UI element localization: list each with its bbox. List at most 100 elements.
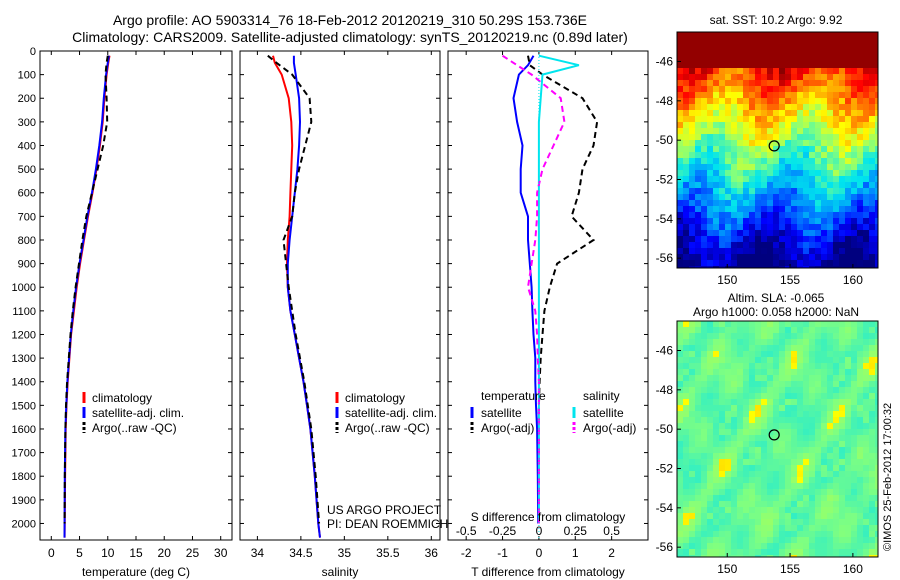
heatmap-cell: [743, 477, 749, 483]
heatmap-cell: [773, 38, 779, 44]
heatmap-cell: [803, 146, 809, 152]
heatmap-cell: [749, 164, 755, 170]
heatmap-cell: [713, 212, 719, 218]
heatmap-cell: [731, 435, 737, 441]
heatmap-cell: [761, 206, 767, 212]
heatmap-cell: [785, 405, 791, 411]
heatmap-cell: [677, 519, 683, 525]
heatmap-cell: [761, 80, 767, 86]
heatmap-cell: [725, 248, 731, 254]
heatmap-cell: [737, 242, 743, 248]
heatmap-cell: [839, 555, 845, 557]
heatmap-cell: [719, 62, 725, 68]
heatmap-cell: [857, 248, 863, 254]
heatmap-cell: [719, 525, 725, 531]
heatmap-cell: [827, 140, 833, 146]
heatmap-cell: [821, 50, 827, 56]
heatmap-cell: [797, 98, 803, 104]
heatmap-cell: [857, 224, 863, 230]
heatmap-cell: [785, 363, 791, 369]
heatmap-cell: [827, 230, 833, 236]
heatmap-cell: [773, 369, 779, 375]
heatmap-cell: [863, 158, 869, 164]
heatmap-cell: [815, 158, 821, 164]
heatmap-cell: [773, 218, 779, 224]
heatmap-cell: [749, 387, 755, 393]
heatmap-cell: [875, 519, 878, 525]
heatmap-cell: [821, 399, 827, 405]
heatmap-cell: [731, 182, 737, 188]
heatmap-cell: [875, 411, 878, 417]
heatmap-cell: [695, 513, 701, 519]
heatmap-cell: [875, 405, 878, 411]
heatmap-cell: [845, 266, 851, 268]
heatmap-cell: [803, 387, 809, 393]
heatmap-cell: [815, 110, 821, 116]
heatmap-cell: [827, 74, 833, 80]
heatmap-cell: [707, 32, 713, 38]
heatmap-cell: [713, 32, 719, 38]
heatmap-cell: [707, 507, 713, 513]
heatmap-cell: [731, 218, 737, 224]
heatmap-cell: [737, 405, 743, 411]
heatmap-cell: [737, 537, 743, 543]
heatmap-cell: [779, 128, 785, 134]
heatmap-cell: [791, 393, 797, 399]
heatmap-cell: [869, 122, 875, 128]
heatmap-cell: [725, 543, 731, 549]
heatmap-cell: [839, 423, 845, 429]
heatmap-cell: [827, 483, 833, 489]
series-line: [267, 54, 321, 524]
heatmap-cell: [719, 236, 725, 242]
heatmap-cell: [869, 170, 875, 176]
heatmap-cell: [677, 266, 683, 268]
heatmap-cell: [839, 38, 845, 44]
heatmap-cell: [713, 254, 719, 260]
heatmap-cell: [869, 134, 875, 140]
heatmap-cell: [773, 176, 779, 182]
y-tick-label: 1500: [12, 400, 36, 412]
heatmap-cell: [815, 465, 821, 471]
heatmap-cell: [863, 405, 869, 411]
heatmap-cell: [707, 555, 713, 557]
heatmap-cell: [785, 230, 791, 236]
heatmap-cell: [875, 525, 878, 531]
heatmap-cell: [845, 495, 851, 501]
heatmap-cell: [707, 266, 713, 268]
heatmap-cell: [875, 140, 878, 146]
heatmap-cell: [803, 429, 809, 435]
heatmap-cell: [743, 327, 749, 333]
heatmap-cell: [815, 254, 821, 260]
heatmap-cell: [797, 110, 803, 116]
heatmap-cell: [737, 519, 743, 525]
heatmap-cell: [875, 357, 878, 363]
heatmap-cell: [857, 86, 863, 92]
heatmap-cell: [761, 441, 767, 447]
heatmap-cell: [677, 327, 683, 333]
heatmap-cell: [839, 387, 845, 393]
heatmap-cell: [761, 260, 767, 266]
heatmap-cell: [731, 128, 737, 134]
heatmap-cell: [797, 182, 803, 188]
heatmap-cell: [809, 248, 815, 254]
heatmap-cell: [695, 387, 701, 393]
heatmap-cell: [845, 260, 851, 266]
heatmap-cell: [803, 525, 809, 531]
heatmap-cell: [797, 423, 803, 429]
heatmap-cell: [791, 116, 797, 122]
heatmap-cell: [749, 80, 755, 86]
heatmap-cell: [749, 465, 755, 471]
heatmap-cell: [773, 321, 779, 327]
heatmap-cell: [701, 465, 707, 471]
heatmap-cell: [851, 345, 857, 351]
heatmap-cell: [851, 128, 857, 134]
heatmap-cell: [767, 98, 773, 104]
heatmap-cell: [683, 62, 689, 68]
heatmap-cell: [725, 369, 731, 375]
heatmap-cell: [779, 44, 785, 50]
heatmap-cell: [779, 405, 785, 411]
heatmap-cell: [743, 513, 749, 519]
heatmap-cell: [701, 351, 707, 357]
heatmap-cell: [827, 507, 833, 513]
heatmap-cell: [677, 212, 683, 218]
